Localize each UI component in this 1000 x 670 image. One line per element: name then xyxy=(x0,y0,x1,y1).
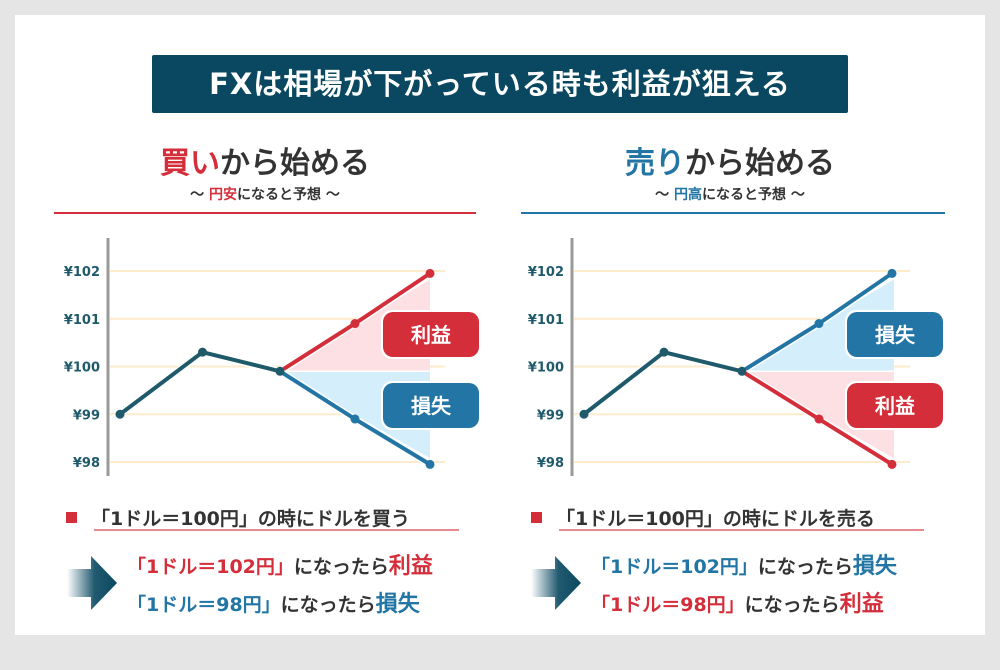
left-statement-underline xyxy=(94,529,459,531)
down-point xyxy=(350,414,360,424)
y-tick-label: ¥101 xyxy=(64,313,100,328)
upper-badge-loss: 損失 xyxy=(845,310,945,359)
up-point xyxy=(350,319,360,329)
down-point xyxy=(425,459,435,469)
history-line-outline xyxy=(581,348,743,418)
badge-label: 利益 xyxy=(875,394,915,418)
left-sub-accent: 円安 xyxy=(209,187,237,203)
y-tick-label: ¥101 xyxy=(528,313,564,328)
right-result-1-price: 「1ドル＝102円」 xyxy=(591,556,758,578)
right-result-2-mid: になったら xyxy=(744,594,840,616)
left-heading-rule xyxy=(54,212,476,214)
right-result-1-mid: になったら xyxy=(757,556,853,578)
left-result-1-price: 「1ドル＝102円」 xyxy=(127,556,294,578)
left-statement: 「1ドル＝100円」の時にドルを買う xyxy=(66,504,410,531)
right-result-2: 「1ドル＝98円」になったら利益 xyxy=(591,586,884,618)
up-point xyxy=(425,268,435,278)
right-sub-prefix: 〜 xyxy=(655,187,674,203)
left-result-2: 「1ドル＝98円」になったら損失 xyxy=(127,586,420,618)
badge-label: 損失 xyxy=(411,394,452,418)
left-result-1: 「1ドル＝102円」になったら利益 xyxy=(127,548,433,580)
bullet-square-icon xyxy=(531,512,542,523)
badge-background xyxy=(847,312,943,357)
left-heading-accent: 買い xyxy=(160,146,220,181)
left-result-1-outcome: 利益 xyxy=(388,554,433,579)
down-point xyxy=(814,414,824,424)
right-sub-rest: になると予想 〜 xyxy=(702,187,805,203)
page-title: FXは相場が下がっている時も利益が狙える xyxy=(209,67,791,101)
left-sub-rest: になると予想 〜 xyxy=(237,187,340,203)
history-point xyxy=(115,409,125,419)
left-subheading: 〜 円安になると予想 〜 xyxy=(50,184,480,204)
right-statement-underline xyxy=(559,529,924,531)
right-heading-accent: 売り xyxy=(625,146,685,181)
right-result-2-price: 「1ドル＝98円」 xyxy=(591,594,745,616)
up-point xyxy=(887,268,897,278)
left-result-2-price: 「1ドル＝98円」 xyxy=(127,594,281,616)
right-result-1: 「1ドル＝102円」になったら損失 xyxy=(591,548,897,580)
history-point xyxy=(659,347,669,357)
right-heading-rule xyxy=(521,212,945,214)
upper-badge-profit: 利益 xyxy=(381,310,481,359)
lower-badge-profit: 利益 xyxy=(845,381,945,430)
history-point xyxy=(737,366,747,376)
badge-background xyxy=(383,383,479,428)
badge-label: 利益 xyxy=(411,323,451,347)
right-result-2-outcome: 利益 xyxy=(839,592,884,617)
right-sub-accent: 円高 xyxy=(674,187,702,203)
badge-label: 損失 xyxy=(875,323,916,347)
lower-badge-loss: 損失 xyxy=(381,381,481,430)
y-tick-label: ¥100 xyxy=(64,361,100,376)
right-heading-rest: から始める xyxy=(685,146,835,181)
y-tick-label: ¥98 xyxy=(537,456,564,471)
left-sub-prefix: 〜 xyxy=(190,187,209,203)
up-point xyxy=(814,319,824,329)
right-statement: 「1ドル＝100円」の時にドルを売る xyxy=(531,504,875,531)
right-result-1-outcome: 損失 xyxy=(852,554,897,579)
badge-background xyxy=(847,383,943,428)
right-arrow-icon xyxy=(67,556,117,610)
right-subheading: 〜 円高になると予想 〜 xyxy=(515,184,945,204)
bullet-square-icon xyxy=(66,512,77,523)
left-heading-rest: から始める xyxy=(220,146,370,181)
history-point xyxy=(579,409,589,419)
y-tick-label: ¥99 xyxy=(73,408,100,423)
right-arrow-icon xyxy=(531,556,581,610)
y-tick-label: ¥99 xyxy=(537,408,564,423)
y-tick-label: ¥102 xyxy=(64,265,100,280)
y-tick-label: ¥100 xyxy=(528,361,564,376)
y-tick-label: ¥98 xyxy=(73,456,100,471)
left-result-2-outcome: 損失 xyxy=(375,592,420,617)
left-heading: 買いから始める xyxy=(50,138,480,182)
left-result-1-mid: になったら xyxy=(293,556,389,578)
right-heading: 売りから始める xyxy=(515,138,945,182)
down-point xyxy=(887,459,897,469)
history-line xyxy=(582,350,744,417)
left-result-2-mid: になったら xyxy=(280,594,376,616)
page-title-banner: FXは相場が下がっている時も利益が狙える xyxy=(152,55,848,113)
left-statement-text: 「1ドル＝100円」の時にドルを買う xyxy=(91,508,410,530)
history-point xyxy=(198,347,207,357)
y-tick-label: ¥102 xyxy=(528,265,564,280)
right-statement-text: 「1ドル＝100円」の時にドルを売る xyxy=(556,508,875,530)
history-point xyxy=(275,366,285,376)
badge-background xyxy=(383,312,479,357)
